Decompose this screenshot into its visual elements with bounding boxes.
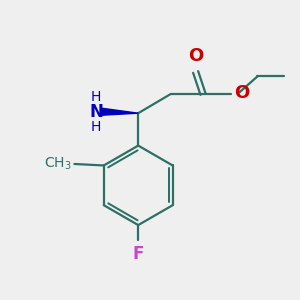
Text: H: H [91,120,101,134]
Polygon shape [101,108,138,115]
Text: O: O [188,47,203,65]
Text: O: O [235,84,250,102]
Text: H: H [91,90,101,104]
Text: N: N [89,103,103,121]
Text: CH$_3$: CH$_3$ [44,156,72,172]
Text: F: F [133,245,144,263]
